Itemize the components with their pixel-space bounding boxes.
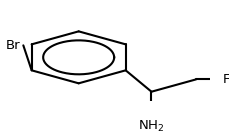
Text: F: F: [222, 73, 229, 86]
Text: NH$_2$: NH$_2$: [138, 119, 164, 134]
Text: Br: Br: [5, 39, 20, 52]
